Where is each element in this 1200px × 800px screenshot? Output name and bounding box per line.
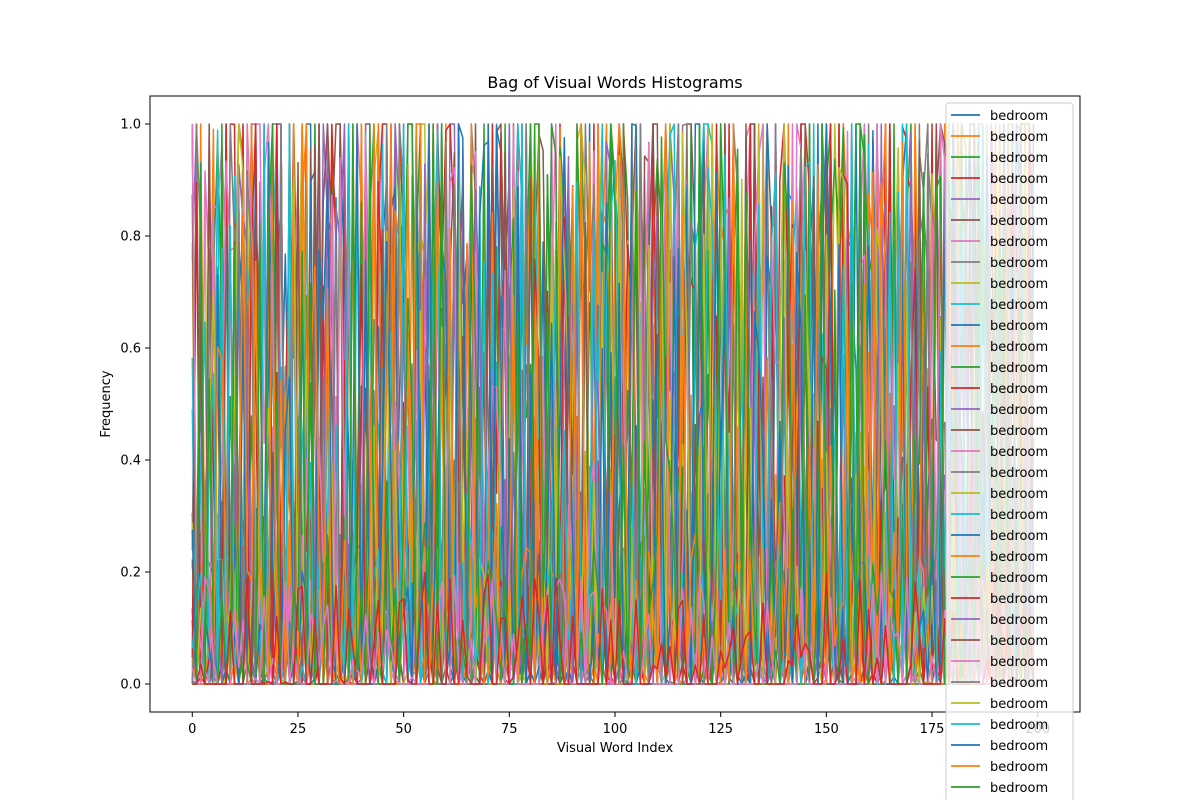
series-line — [191, 123, 1035, 685]
legend-entry: bedroom — [990, 634, 1048, 649]
legend-entry: bedroom — [990, 361, 1048, 376]
x-tick-label: 75 — [501, 722, 518, 737]
series-line — [192, 572, 1035, 685]
legend-entry: bedroom — [990, 676, 1048, 691]
chart-title: Bag of Visual Words Histograms — [487, 73, 742, 92]
legend-entry: bedroom — [990, 256, 1048, 271]
legend-entry: bedroom — [990, 424, 1048, 439]
legend-entry: bedroom — [990, 109, 1048, 124]
y-axis-label: Frequency — [99, 370, 114, 437]
series-line — [191, 123, 1035, 685]
x-tick-label: 150 — [814, 722, 839, 737]
series-layer — [191, 123, 1035, 685]
legend-entry: bedroom — [990, 151, 1048, 166]
legend-entry: bedroom — [990, 487, 1048, 502]
legend-entry: bedroom — [990, 319, 1048, 334]
legend-entry: bedroom — [990, 508, 1048, 523]
legend-entry: bedroom — [990, 655, 1048, 670]
legend-entry: bedroom — [990, 193, 1048, 208]
y-tick-label: 0.4 — [120, 454, 141, 469]
y-tick-label: 0.2 — [120, 566, 141, 581]
legend-entry: bedroom — [990, 466, 1048, 481]
legend-entry: bedroom — [990, 592, 1048, 607]
x-tick-label: 100 — [603, 722, 628, 737]
legend-frame — [945, 102, 1074, 800]
legend-entry: bedroom — [990, 550, 1048, 565]
x-tick-label: 25 — [290, 722, 307, 737]
legend-entry: bedroom — [990, 571, 1048, 586]
legend-entry: bedroom — [990, 298, 1048, 313]
legend-entry: bedroom — [990, 235, 1048, 250]
legend-entry: bedroom — [990, 529, 1048, 544]
x-tick-label: 125 — [708, 722, 733, 737]
legend-entry: bedroom — [990, 130, 1048, 145]
legend-entry: bedroom — [990, 445, 1048, 460]
y-tick-label: 0.6 — [120, 342, 141, 357]
legend-entry: bedroom — [990, 214, 1048, 229]
legend-entry: bedroom — [990, 382, 1048, 397]
y-axis: 0.0 0.2 0.4 0.6 0.8 1.0 — [120, 118, 150, 693]
y-tick-label: 0.8 — [120, 230, 141, 245]
x-tick-label: 175 — [920, 722, 945, 737]
legend-entry: bedroom — [990, 172, 1048, 187]
y-tick-label: 0.0 — [120, 678, 141, 693]
legend-entry: bedroom — [990, 697, 1048, 712]
legend-entry: bedroom — [990, 403, 1048, 418]
x-tick-label: 0 — [188, 722, 196, 737]
legend-entry: bedroom — [990, 760, 1048, 775]
x-axis: 0255075100125150175200 — [188, 712, 1050, 737]
x-tick-label: 50 — [395, 722, 412, 737]
legend-entry: bedroom — [990, 277, 1048, 292]
legend-entry: bedroom — [990, 340, 1048, 355]
legend-entry: bedroom — [990, 739, 1048, 754]
y-tick-label: 1.0 — [120, 118, 141, 133]
legend-entry: bedroom — [990, 613, 1048, 628]
x-axis-label: Visual Word Index — [557, 741, 674, 756]
legend: bedroom bedroom bedroom bedroom bedroom bedro… — [945, 102, 1074, 800]
legend-entry: bedroom — [990, 718, 1048, 733]
legend-entry: bedroom — [990, 781, 1048, 796]
